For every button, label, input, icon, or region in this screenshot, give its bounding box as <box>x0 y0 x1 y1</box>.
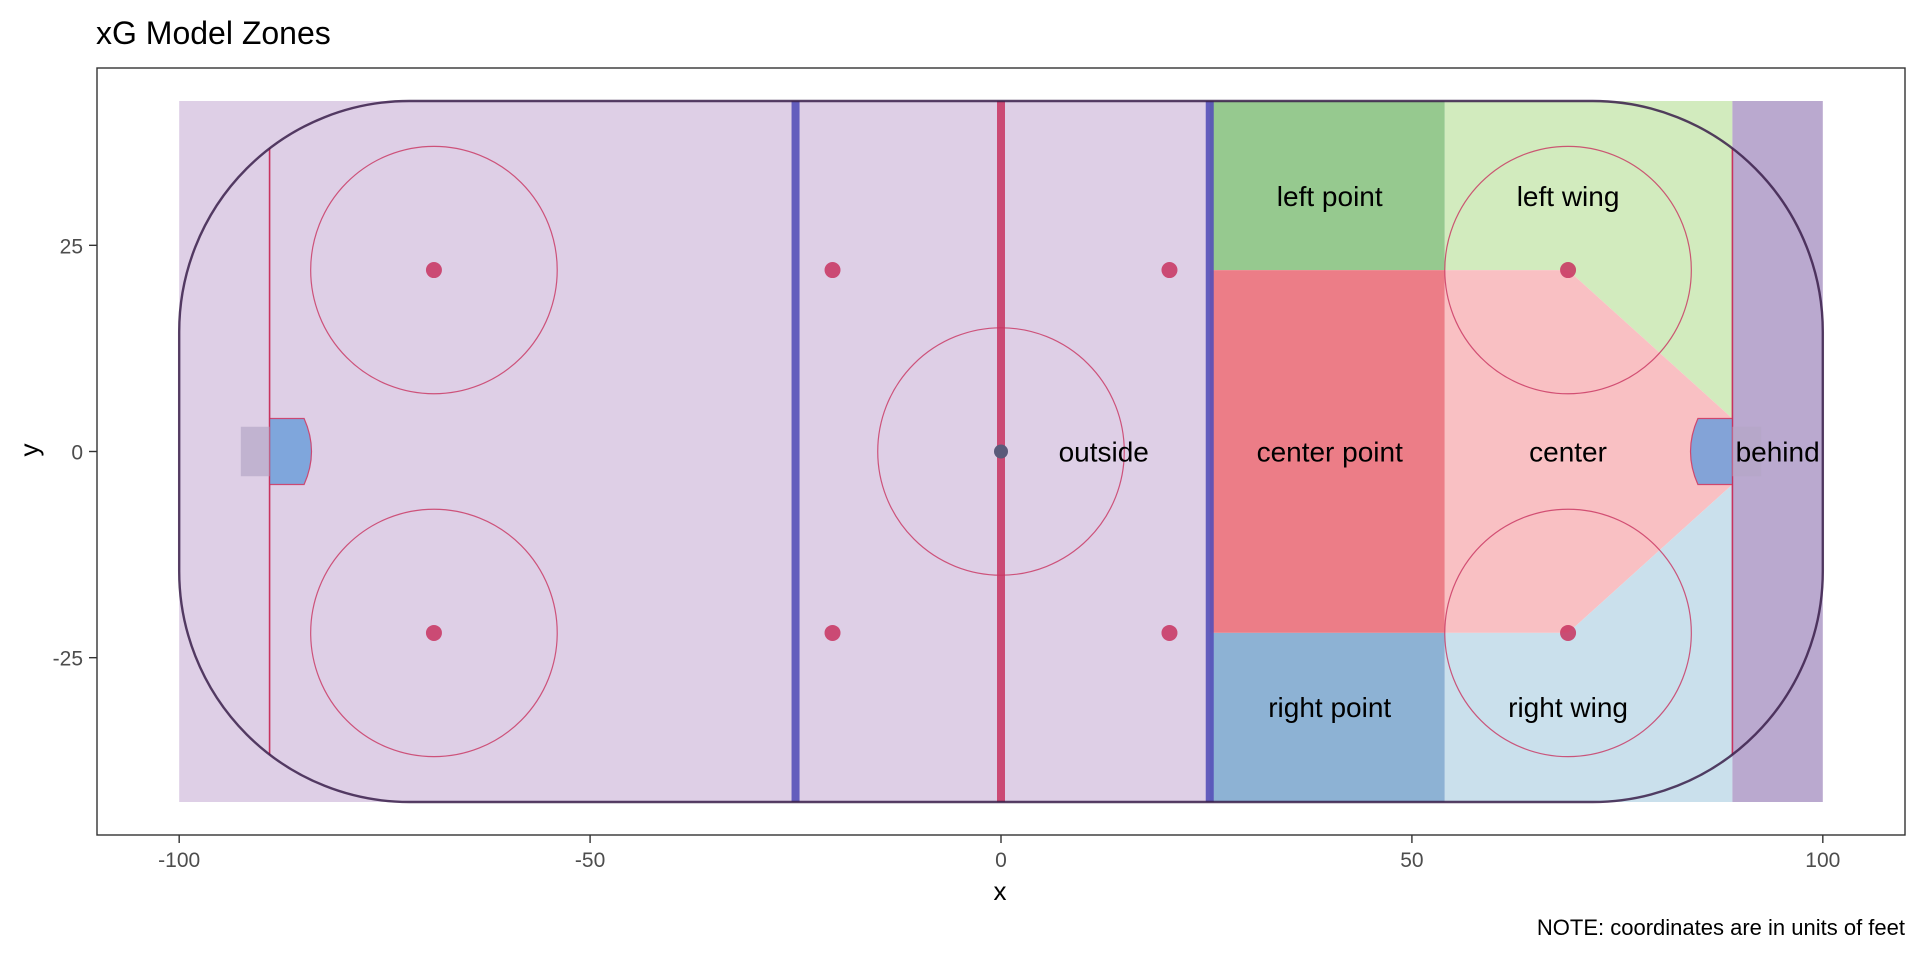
goal-net-2 <box>1732 426 1762 477</box>
faceoff-dot-2 <box>425 624 442 641</box>
y-tick-label: -25 <box>53 648 83 671</box>
blue-line-1 <box>791 100 800 803</box>
center-faceoff-dot <box>994 444 1008 459</box>
x-tick-label: 100 <box>1805 849 1840 872</box>
zone-label-center-point: center point <box>1257 437 1404 468</box>
center-circle <box>877 327 1125 576</box>
chart-title: xG Model Zones <box>96 15 331 51</box>
zone-label-behind: behind <box>1736 437 1820 468</box>
goal-net-1 <box>240 426 270 477</box>
y-axis-title: y <box>14 444 44 457</box>
faceoff-circle-2 <box>310 508 558 758</box>
faceoff-circle-4 <box>1444 508 1692 758</box>
zone-label-center: center <box>1529 437 1607 468</box>
x-axis-title: x <box>994 876 1007 906</box>
y-tick-label: 25 <box>60 235 83 258</box>
x-axis: -100 -50 0 50 100 <box>158 835 1840 872</box>
zone-label-left-wing: left wing <box>1517 181 1620 212</box>
goal-crease-left <box>268 417 313 486</box>
faceoff-circle-1 <box>310 145 558 395</box>
zone-left-point <box>1209 101 1445 271</box>
zone-label-outside: outside <box>1059 437 1149 468</box>
zone-left-wing <box>1444 101 1733 419</box>
goal-crease-right <box>1689 417 1734 486</box>
zone-labels-layer: outside left point center point right point… <box>1059 181 1820 723</box>
rink-boards <box>177 99 1825 804</box>
y-tick-label: 0 <box>71 442 83 465</box>
x-tick-label: -50 <box>575 849 605 872</box>
zone-label-right-point: right point <box>1268 692 1391 723</box>
zone-right-wing <box>1444 484 1733 802</box>
blue-line-2 <box>1205 100 1214 803</box>
rink-layer <box>177 99 1825 804</box>
chart-caption: NOTE: coordinates are in units of feet <box>1537 915 1905 940</box>
zone-label-left-point: left point <box>1277 181 1383 212</box>
zone-center-point <box>1209 270 1445 633</box>
faceoff-dot-4 <box>824 624 841 641</box>
faceoff-dot-3 <box>824 262 841 279</box>
faceoff-dot-5 <box>1161 262 1178 279</box>
y-axis: 25 0 -25 <box>53 235 97 671</box>
zone-outside <box>179 101 1210 802</box>
zone-behind <box>1732 101 1823 802</box>
faceoff-circle-3 <box>1444 145 1692 395</box>
faceoff-dot-7 <box>1560 262 1577 279</box>
faceoff-dot-8 <box>1560 624 1577 641</box>
x-tick-label: -100 <box>158 849 200 872</box>
x-tick-label: 0 <box>995 849 1007 872</box>
x-tick-label: 50 <box>1400 849 1423 872</box>
zone-label-right-wing: right wing <box>1508 692 1628 723</box>
zone-center <box>1444 270 1733 633</box>
faceoff-dot-1 <box>425 262 442 279</box>
zone-right-point <box>1209 632 1445 802</box>
rink-markings <box>240 100 1762 803</box>
faceoff-dot-6 <box>1161 624 1178 641</box>
